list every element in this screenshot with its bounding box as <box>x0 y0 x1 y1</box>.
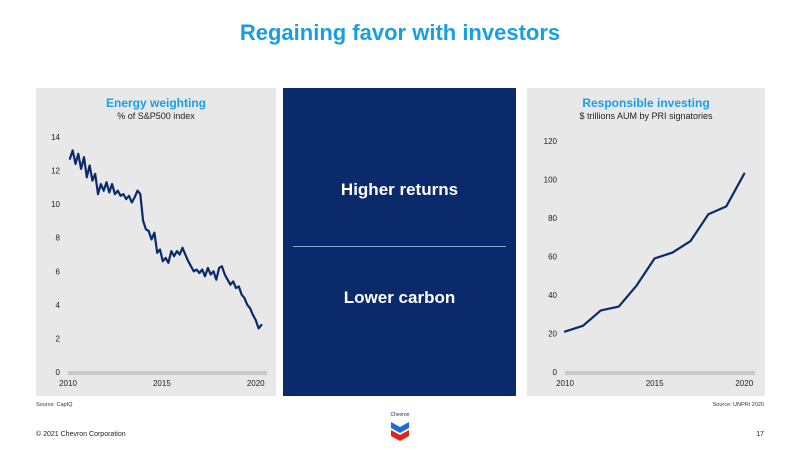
pri-y-tick-label: 80 <box>548 214 557 223</box>
pri-y-tick-label: 20 <box>548 330 557 339</box>
pri-y-tick-label: 60 <box>548 253 557 262</box>
chevron-logo-icon <box>391 422 409 441</box>
responsible-investing-title: Responsible investing <box>582 96 710 110</box>
energy-y-tick-label: 2 <box>56 334 61 343</box>
energy-y-tick-label: 4 <box>56 301 61 310</box>
energy-y-tick-label: 10 <box>51 200 60 209</box>
message-divider <box>293 246 506 247</box>
pri-y-tick-label: 120 <box>544 137 558 146</box>
message-panel: Higher returns Lower carbon <box>283 88 516 396</box>
page-number: 17 <box>756 431 764 438</box>
energy-weighting-subtitle: % of S&P500 index <box>117 111 195 121</box>
energy-x-tick-label: 2010 <box>59 379 77 388</box>
energy-y-tick-label: 6 <box>56 267 61 276</box>
pri-y-tick-label: 40 <box>548 291 557 300</box>
responsible-investing-panel: Responsible investing $ trillions AUM by… <box>527 88 765 396</box>
energy-y-tick-label: 12 <box>51 167 60 176</box>
energy-weighting-chart: 0 2 4 6 8 10 12 14 2010 2015 2020 <box>51 133 267 388</box>
energy-x-tick-label: 2020 <box>247 379 265 388</box>
pri-series-line <box>563 172 746 333</box>
responsible-investing-chart: 0 20 40 60 80 100 120 2010 2015 2020 <box>544 137 755 388</box>
energy-series-line <box>68 149 263 330</box>
source-unpri: Source: UNPRI 2020 <box>712 402 764 408</box>
energy-x-tick-label: 2015 <box>153 379 171 388</box>
energy-weighting-panel: Energy weighting % of S&P500 index 0 2 4 6 8… <box>36 88 276 396</box>
energy-y-tick-label: 14 <box>51 133 60 142</box>
energy-y-tick-label: 0 <box>56 368 61 377</box>
energy-weighting-title: Energy weighting <box>105 96 206 110</box>
pri-x-tick-label: 2020 <box>735 379 753 388</box>
lower-carbon-text: Lower carbon <box>343 288 456 307</box>
responsible-investing-subtitle: $ trillions AUM by PRI signatories <box>579 111 713 121</box>
source-capiq: Source: CapIQ <box>36 402 73 408</box>
higher-returns-text: Higher returns <box>340 180 459 199</box>
copyright: © 2021 Chevron Corporation <box>36 431 126 438</box>
pri-y-tick-label: 100 <box>544 176 558 185</box>
pri-x-tick-label: 2015 <box>646 379 664 388</box>
logo-text: Chevron <box>390 412 410 418</box>
energy-y-tick-label: 8 <box>56 234 61 243</box>
pri-y-tick-label: 0 <box>553 368 558 377</box>
pri-x-tick-label: 2010 <box>556 379 574 388</box>
chevron-logo: Chevron <box>386 412 414 444</box>
slide-title: Regaining favor with investors <box>239 20 561 45</box>
